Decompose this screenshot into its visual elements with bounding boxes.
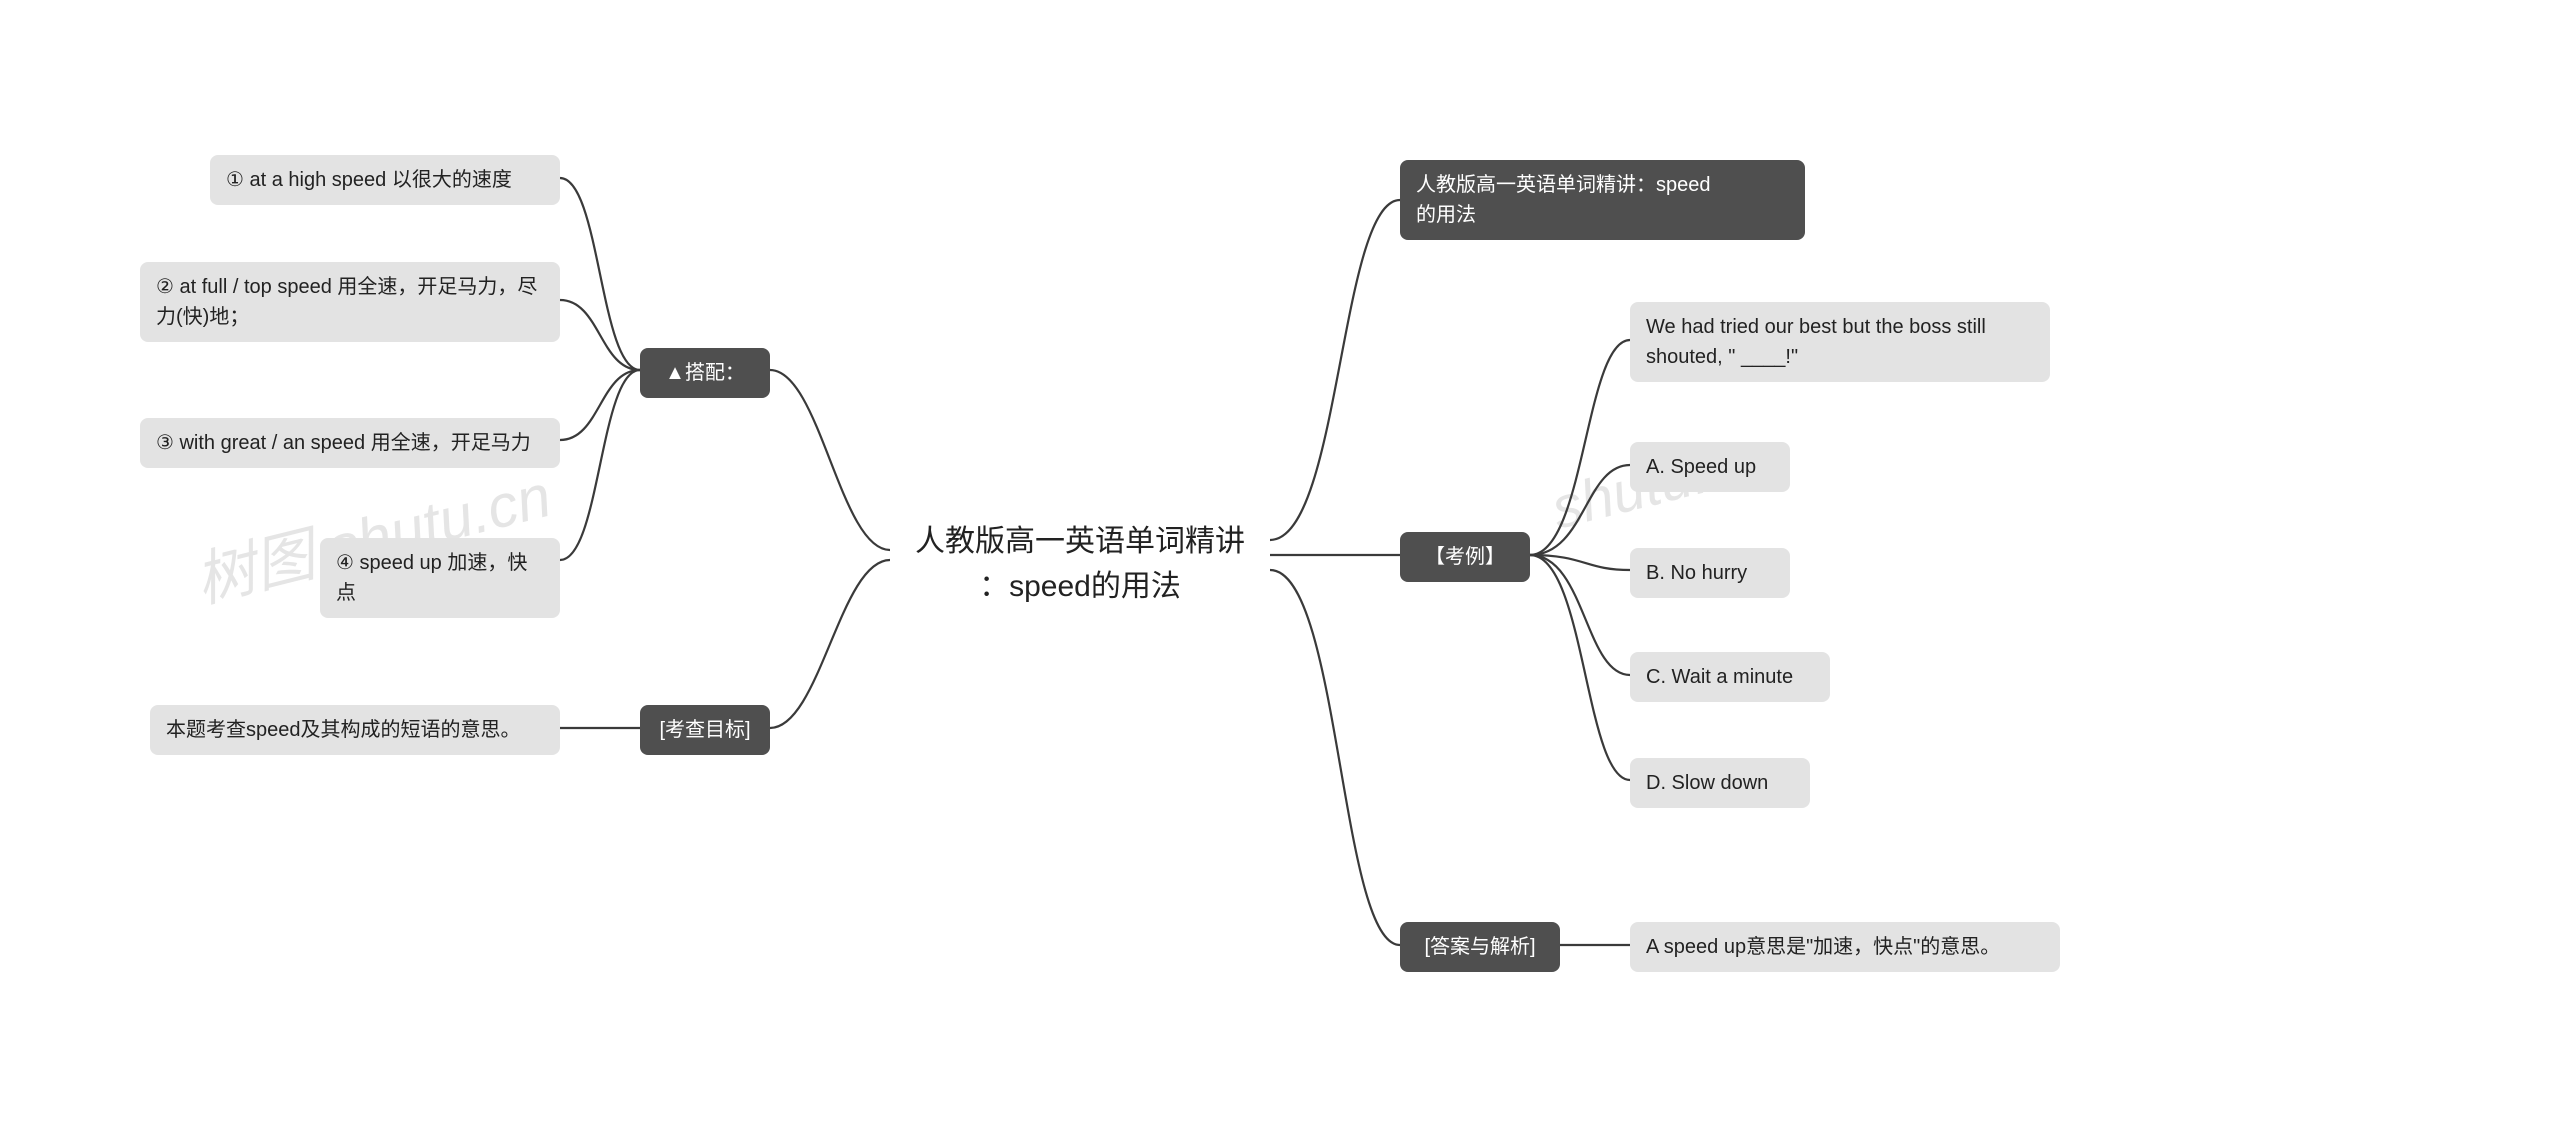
- collocation-item-2: ② at full / top speed 用全速，开足马力，尽力(快)地；: [140, 262, 560, 342]
- collocation-item-3: ③ with great / an speed 用全速，开足马力: [140, 418, 560, 468]
- center-title-line2: ：speed的用法: [912, 564, 1248, 609]
- target-text: 本题考查speed及其构成的短语的意思。: [150, 705, 560, 755]
- example-option-d: D. Slow down: [1630, 758, 1810, 808]
- center-title-line1: 人教版高一英语单词精讲: [912, 519, 1248, 564]
- center-node: 人教版高一英语单词精讲 ：speed的用法: [890, 505, 1270, 623]
- example-label: 【考例】: [1400, 532, 1530, 582]
- example-question-line2: shouted, " ____!": [1646, 342, 2034, 372]
- example-question-line1: We had tried our best but the boss still: [1646, 312, 2034, 342]
- example-question: We had tried our best but the boss still…: [1630, 302, 2050, 382]
- right-header-line2: 的用法: [1416, 200, 1789, 230]
- collocation-item-4: ④ speed up 加速，快点: [320, 538, 560, 618]
- target-label: [考查目标]: [640, 705, 770, 755]
- right-header: 人教版高一英语单词精讲：speed 的用法: [1400, 160, 1805, 240]
- example-option-a: A. Speed up: [1630, 442, 1790, 492]
- answer-label: [答案与解析]: [1400, 922, 1560, 972]
- example-option-c: C. Wait a minute: [1630, 652, 1830, 702]
- collocation-item-1: ① at a high speed 以很大的速度: [210, 155, 560, 205]
- collocation-label: ▲搭配：: [640, 348, 770, 398]
- example-option-b: B. No hurry: [1630, 548, 1790, 598]
- right-header-line1: 人教版高一英语单词精讲：speed: [1416, 170, 1789, 200]
- answer-text: A speed up意思是"加速，快点"的意思。: [1630, 922, 2060, 972]
